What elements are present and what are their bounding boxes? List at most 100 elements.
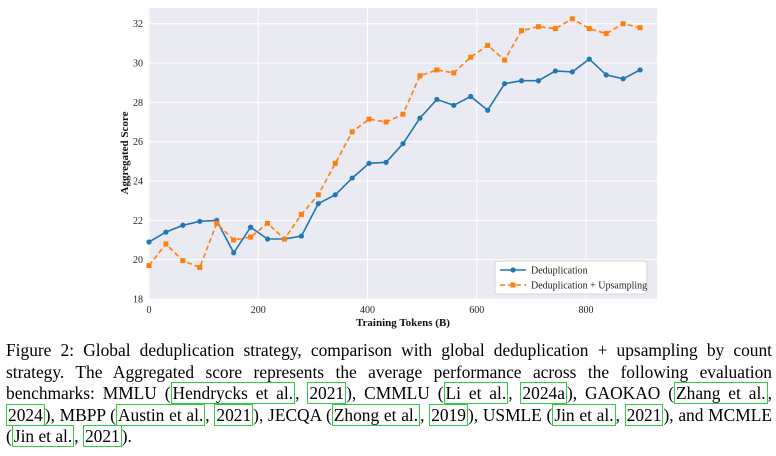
data-point <box>400 111 406 117</box>
figure-caption: Figure 2: Global deduplication strategy,… <box>6 340 772 448</box>
data-point <box>146 263 152 269</box>
caption-sep: , <box>295 383 308 403</box>
caption-text-11: ), USMLE ( <box>467 404 553 425</box>
caption-text-5: ), GAOKAO ( <box>566 383 674 403</box>
data-point <box>383 119 389 125</box>
data-point <box>502 81 508 87</box>
y-axis-title: Aggregated Score <box>119 111 131 194</box>
legend-label-upsampling: Deduplication + Upsampling <box>531 281 647 292</box>
data-point <box>535 24 541 30</box>
data-point <box>146 239 152 245</box>
data-point <box>552 68 559 74</box>
legend-label-deduplication: Deduplication <box>531 266 588 277</box>
y-tick-label: 26 <box>133 137 143 148</box>
data-point <box>180 258 186 264</box>
caption-sep: , <box>508 383 521 403</box>
citation-jin-mcmle[interactable]: Jin et al. <box>11 425 75 447</box>
citation-zhong[interactable]: Zhong et al. <box>331 403 421 426</box>
citation-hendrycks-year[interactable]: 2021 <box>307 382 347 404</box>
data-point <box>332 192 338 198</box>
data-point <box>400 141 406 147</box>
data-point <box>451 102 457 108</box>
citation-hendrycks[interactable]: Hendrycks et al. <box>170 382 296 404</box>
data-point <box>366 116 372 122</box>
data-point <box>231 250 237 256</box>
data-point <box>485 42 491 48</box>
data-point <box>518 78 525 84</box>
citation-li[interactable]: Li et al. <box>443 382 509 404</box>
citation-zhang[interactable]: Zhang et al. <box>674 382 768 404</box>
data-point <box>468 93 474 100</box>
data-point <box>349 129 355 135</box>
data-point <box>298 233 304 239</box>
data-point <box>586 56 592 62</box>
citation-zhong-year[interactable]: 2019 <box>429 403 468 426</box>
data-point <box>417 73 423 79</box>
data-point <box>451 70 457 76</box>
data-point <box>519 28 525 34</box>
citation-li-year[interactable]: 2024a <box>520 382 567 404</box>
citation-jin-usmle-year[interactable]: 2021 <box>624 403 664 426</box>
data-point <box>332 160 338 166</box>
legend-marker-deduplication <box>510 267 516 273</box>
data-point <box>637 67 643 73</box>
data-point <box>569 69 575 75</box>
caption-text-7: ), MBPP ( <box>44 404 116 425</box>
data-point <box>315 192 321 198</box>
data-point <box>315 201 321 207</box>
citation-jin-usmle[interactable]: Jin et al. <box>552 403 616 426</box>
plot-area <box>149 8 657 299</box>
data-point <box>434 67 440 73</box>
caption-text-3: ), CMMLU ( <box>346 383 444 403</box>
data-point <box>552 26 558 32</box>
x-tick-label: 400 <box>360 305 375 316</box>
y-tick-label: 24 <box>133 177 143 188</box>
caption-sep: , <box>615 404 625 425</box>
series-layer <box>146 16 643 271</box>
data-point <box>434 96 440 103</box>
data-point <box>197 265 203 271</box>
line-chart: 18 20 22 24 26 28 30 32 0 200 400 600 800 Training … <box>119 8 657 329</box>
citation-zhang-year[interactable]: 2024 <box>6 403 45 426</box>
data-point <box>586 26 592 32</box>
data-point <box>603 31 609 37</box>
data-point <box>298 211 304 217</box>
caption-sep: , <box>74 426 83 446</box>
data-point <box>281 236 287 242</box>
caption-text-15: ). <box>121 426 132 446</box>
data-point <box>535 78 542 84</box>
data-point <box>603 72 609 78</box>
y-tick-labels: 18 20 22 24 26 28 30 32 <box>133 19 143 305</box>
legend: Deduplication Deduplication + Upsampling <box>494 260 648 295</box>
data-point <box>248 234 254 240</box>
data-point <box>248 224 254 230</box>
series-line-1 <box>148 17 641 269</box>
y-tick-label: 30 <box>133 59 143 70</box>
caption-sep: , <box>205 404 215 425</box>
data-point <box>620 21 626 27</box>
citation-austin-year[interactable]: 2021 <box>214 403 254 426</box>
caption-sep: , <box>420 404 430 425</box>
x-tick-labels: 0 200 400 600 800 <box>147 305 594 316</box>
data-point <box>569 16 575 22</box>
data-point <box>180 222 186 228</box>
data-point <box>231 237 237 243</box>
data-point <box>383 159 389 165</box>
x-tick-label: 0 <box>147 305 152 316</box>
data-point <box>349 175 355 181</box>
x-axis-title: Training Tokens (B) <box>356 317 450 329</box>
legend-box <box>494 260 648 295</box>
x-tick-label: 800 <box>578 305 593 316</box>
data-point <box>197 218 203 224</box>
citation-jin-mcmle-year[interactable]: 2021 <box>82 425 122 447</box>
data-point <box>502 57 508 63</box>
y-tick-label: 20 <box>133 255 143 266</box>
citation-austin[interactable]: Austin et al. <box>115 403 206 426</box>
data-point <box>163 241 169 247</box>
data-point <box>637 25 643 31</box>
caption-text-13: ), and MCMLE ( <box>6 404 772 447</box>
y-tick-label: 28 <box>133 98 143 109</box>
caption-text-1: Figure 2: Global deduplication strategy,… <box>6 340 772 403</box>
data-point <box>468 54 474 60</box>
data-point <box>366 160 372 166</box>
